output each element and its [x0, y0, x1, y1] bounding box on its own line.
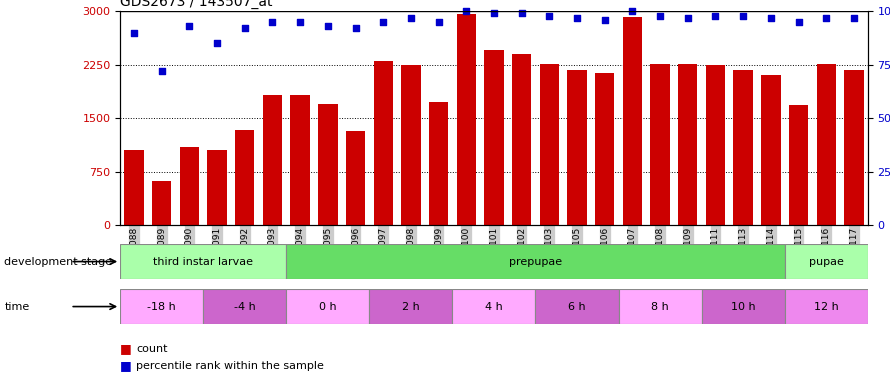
Text: third instar larvae: third instar larvae [153, 256, 254, 267]
Bar [567, 70, 587, 225]
Bar [290, 95, 310, 225]
Bar [623, 17, 642, 225]
Bar [125, 150, 143, 225]
Bar [845, 70, 863, 225]
Point [653, 12, 668, 18]
Bar [120, 244, 287, 279]
Point [681, 15, 695, 21]
Text: percentile rank within the sample: percentile rank within the sample [136, 361, 324, 370]
Point [819, 15, 833, 21]
Point [846, 15, 861, 21]
Bar [706, 64, 725, 225]
Bar [401, 64, 421, 225]
Text: pupae: pupae [809, 256, 844, 267]
Bar [512, 54, 531, 225]
Point [348, 26, 362, 32]
Bar [678, 64, 698, 225]
Text: count: count [136, 344, 167, 354]
Text: 0 h: 0 h [319, 302, 336, 312]
Bar [235, 130, 255, 225]
Point [376, 19, 391, 25]
Bar [152, 181, 172, 225]
Point [570, 15, 584, 21]
Bar [785, 289, 868, 324]
Bar [263, 95, 282, 225]
Text: development stage: development stage [4, 256, 112, 267]
Text: 2 h: 2 h [402, 302, 420, 312]
Bar [318, 104, 337, 225]
Point [432, 19, 446, 25]
Bar [761, 75, 781, 225]
Text: 10 h: 10 h [731, 302, 756, 312]
Point [514, 10, 529, 16]
Bar [369, 289, 452, 324]
Text: 12 h: 12 h [813, 302, 838, 312]
Point [597, 17, 611, 23]
Bar [452, 289, 536, 324]
Text: -4 h: -4 h [234, 302, 255, 312]
Text: GDS2673 / 143507_at: GDS2673 / 143507_at [120, 0, 272, 9]
Text: 4 h: 4 h [485, 302, 503, 312]
Point [293, 19, 307, 25]
Bar [789, 105, 808, 225]
Bar [539, 64, 559, 225]
Bar [207, 150, 227, 225]
Point [626, 8, 640, 14]
Bar [180, 147, 199, 225]
Point [542, 12, 556, 18]
Bar [595, 73, 614, 225]
Bar [287, 244, 785, 279]
Text: -18 h: -18 h [148, 302, 176, 312]
Bar [429, 102, 449, 225]
Bar [619, 289, 701, 324]
Bar [651, 64, 670, 225]
Bar [374, 61, 392, 225]
Bar [120, 289, 203, 324]
Point [791, 19, 805, 25]
Point [182, 23, 197, 29]
Text: 6 h: 6 h [568, 302, 586, 312]
Point [708, 12, 723, 18]
Bar [701, 289, 785, 324]
Text: prepupae: prepupae [509, 256, 562, 267]
Bar [785, 244, 868, 279]
Bar [457, 14, 476, 225]
Text: 8 h: 8 h [651, 302, 669, 312]
Text: ■: ■ [120, 359, 132, 372]
Point [238, 26, 252, 32]
Text: time: time [4, 302, 29, 312]
Point [404, 15, 418, 21]
Bar [733, 70, 753, 225]
Bar [346, 131, 365, 225]
Point [736, 12, 750, 18]
Point [764, 15, 778, 21]
Bar [203, 289, 287, 324]
Point [459, 8, 473, 14]
Point [487, 10, 501, 16]
Text: ■: ■ [120, 342, 132, 355]
Bar [816, 64, 836, 225]
Bar [287, 289, 369, 324]
Bar [536, 289, 619, 324]
Point [155, 68, 169, 74]
Point [265, 19, 279, 25]
Point [127, 30, 142, 36]
Point [210, 40, 224, 46]
Point [320, 23, 335, 29]
Bar [484, 51, 504, 225]
